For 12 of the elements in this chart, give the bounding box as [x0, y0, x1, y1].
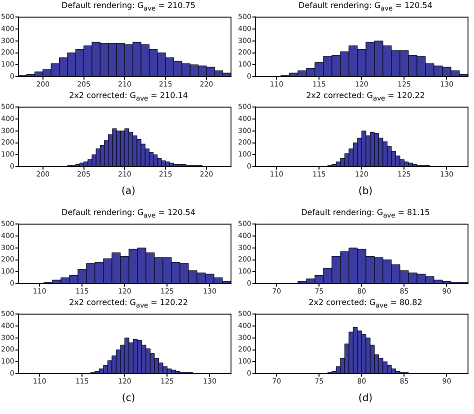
text: (d) [357, 392, 374, 404]
text: (a) [120, 185, 136, 197]
text: (b) [357, 185, 374, 197]
chart-title: Default rendering: G$_{ave}$ = 210.75 [60, 0, 196, 13]
chart-title: Default rendering: G$_{ave}$ = 120.54 [298, 0, 434, 13]
chart-title: 2x2 corrected: G$_{ave}$ = 120.22 [68, 297, 189, 310]
chart-title: 2x2 corrected: G$_{ave}$ = 120.22 [305, 90, 426, 103]
chart-title: Default rendering: G$_{ave}$ = 81.15 [300, 207, 431, 220]
chart-title: 2x2 corrected: G$_{ave}$ = 80.82 [308, 297, 424, 310]
chart-title: Default rendering: G$_{ave}$ = 120.54 [60, 207, 196, 220]
chart-title: 2x2 corrected: G$_{ave}$ = 210.14 [68, 90, 189, 103]
text: (c) [120, 392, 136, 404]
